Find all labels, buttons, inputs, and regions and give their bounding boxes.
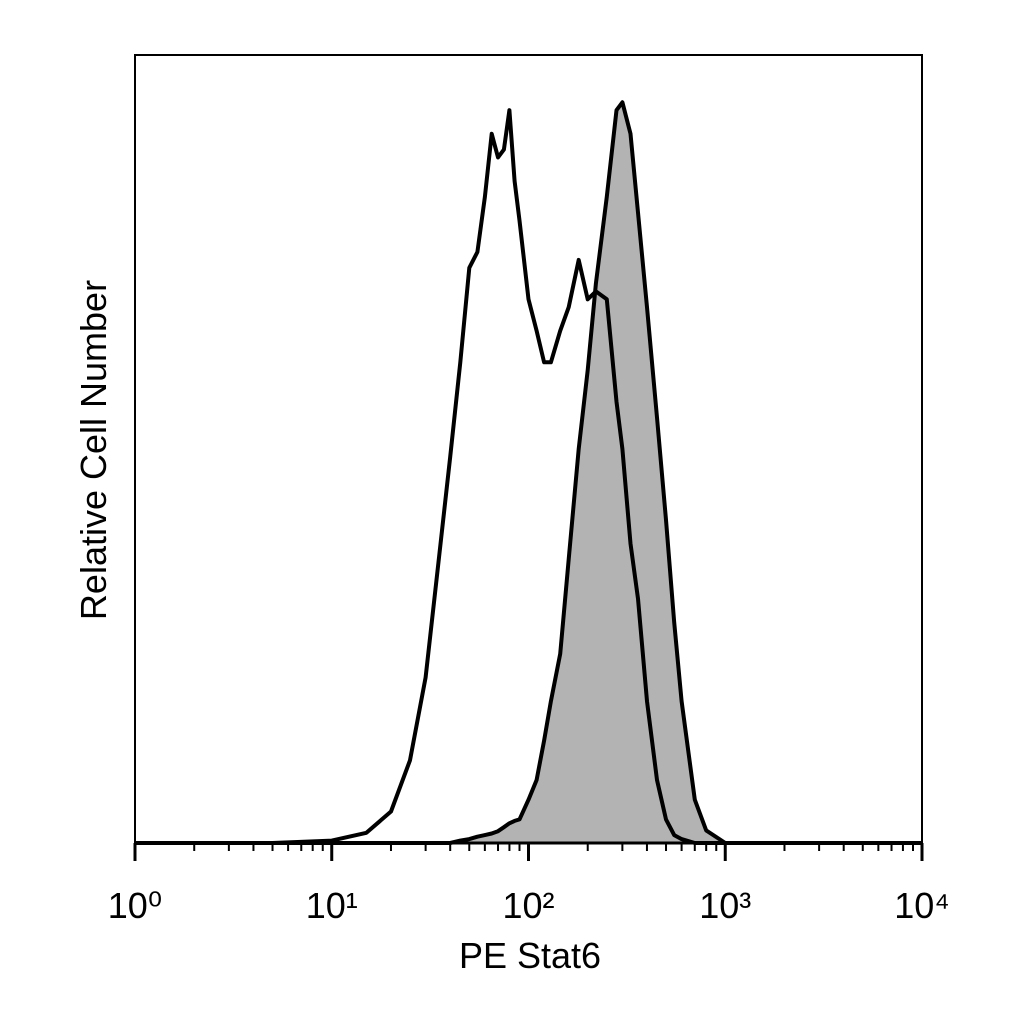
x-tick-label: 10¹ bbox=[306, 885, 358, 926]
x-tick-label: 10⁰ bbox=[108, 885, 162, 926]
histogram-area bbox=[135, 102, 922, 844]
plot-frame bbox=[134, 54, 923, 844]
x-tick-label: 10² bbox=[502, 885, 554, 926]
x-tick-label: 10⁴ bbox=[894, 885, 950, 926]
histogram-line bbox=[135, 108, 922, 845]
x-axis-label: PE Stat6 bbox=[459, 935, 601, 976]
x-tick-label: 10³ bbox=[699, 885, 751, 926]
y-axis-label: Relative Cell Number bbox=[73, 280, 114, 620]
histogram-line bbox=[135, 100, 922, 845]
